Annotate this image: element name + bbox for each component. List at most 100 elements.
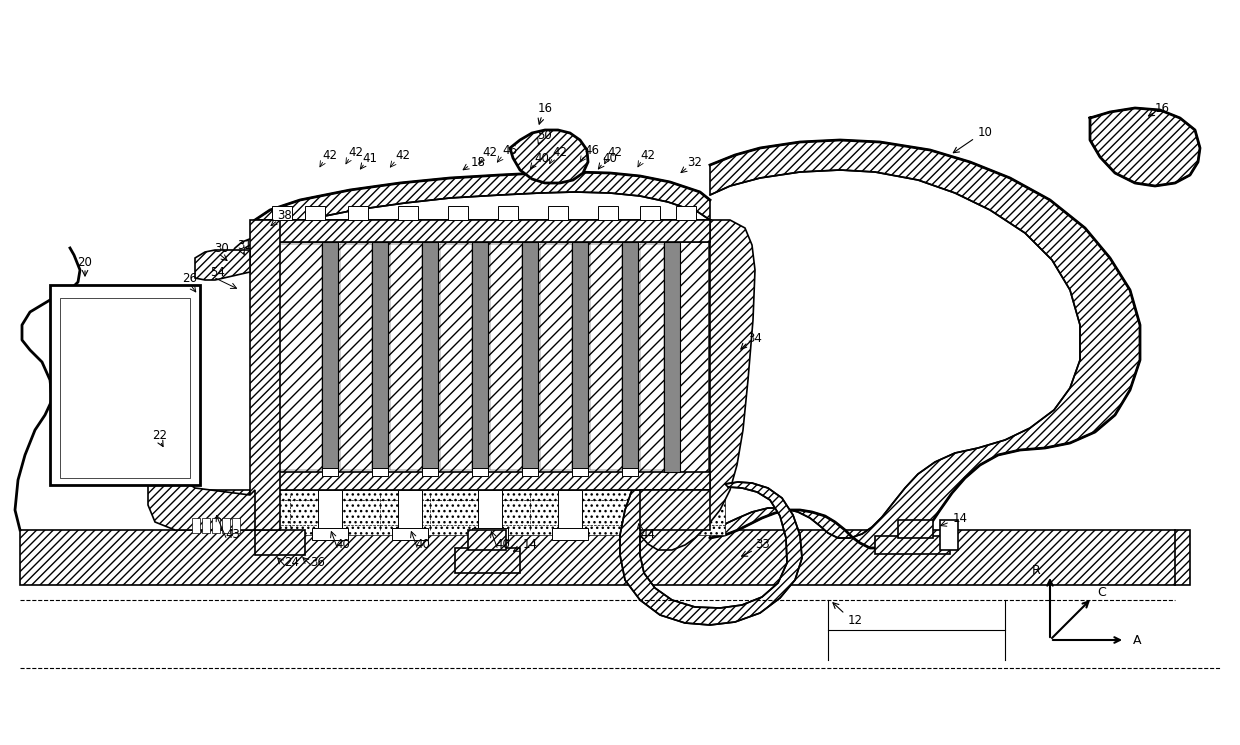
Bar xyxy=(572,242,588,472)
Bar xyxy=(312,528,348,540)
Bar xyxy=(202,518,210,533)
Text: 20: 20 xyxy=(78,256,93,268)
Text: 12: 12 xyxy=(847,613,863,627)
Text: 14: 14 xyxy=(952,512,967,524)
Text: 42: 42 xyxy=(553,145,568,159)
Bar xyxy=(190,490,250,518)
Bar xyxy=(552,528,588,540)
Text: 32: 32 xyxy=(687,156,702,168)
Bar xyxy=(398,206,418,220)
Text: 22: 22 xyxy=(153,428,167,442)
Bar xyxy=(232,518,241,533)
Bar xyxy=(322,242,339,472)
Bar xyxy=(222,518,229,533)
Bar xyxy=(640,244,663,470)
Bar xyxy=(255,530,305,555)
Text: 16: 16 xyxy=(1154,101,1169,115)
Bar xyxy=(257,244,322,470)
Bar xyxy=(875,536,950,554)
Bar xyxy=(472,528,508,540)
Bar xyxy=(558,490,582,535)
Text: 36: 36 xyxy=(310,556,325,568)
Text: R: R xyxy=(1032,563,1040,577)
Bar xyxy=(940,520,959,550)
Polygon shape xyxy=(195,250,250,280)
Text: 42: 42 xyxy=(396,148,410,162)
Polygon shape xyxy=(620,482,802,625)
Bar xyxy=(490,244,522,470)
Text: 40: 40 xyxy=(534,151,549,165)
Bar xyxy=(322,468,339,476)
Bar xyxy=(250,220,280,530)
Polygon shape xyxy=(632,220,755,550)
Bar xyxy=(539,244,572,470)
Bar xyxy=(305,206,325,220)
Text: 38: 38 xyxy=(278,209,293,221)
Text: 10: 10 xyxy=(977,125,992,139)
Bar xyxy=(372,468,388,476)
Text: 43: 43 xyxy=(226,528,241,542)
Text: 26: 26 xyxy=(182,271,197,285)
Text: 40: 40 xyxy=(496,539,511,551)
Text: 46: 46 xyxy=(584,144,599,156)
Bar xyxy=(440,244,472,470)
Polygon shape xyxy=(510,130,588,183)
Bar xyxy=(598,206,618,220)
Text: 40: 40 xyxy=(603,151,618,165)
Bar xyxy=(663,242,680,472)
Text: 44: 44 xyxy=(641,528,656,542)
Bar xyxy=(391,244,422,470)
Bar xyxy=(622,468,639,476)
Text: 42: 42 xyxy=(322,148,337,162)
Bar xyxy=(477,490,502,535)
Bar xyxy=(317,490,342,535)
Bar xyxy=(212,518,219,533)
Text: 14: 14 xyxy=(522,539,537,551)
Text: 30: 30 xyxy=(215,241,229,255)
Bar xyxy=(467,530,506,550)
Text: 18: 18 xyxy=(470,156,485,168)
Text: 42: 42 xyxy=(348,145,363,159)
Bar xyxy=(472,468,489,476)
Text: 31: 31 xyxy=(238,238,253,252)
Bar xyxy=(548,206,568,220)
Bar xyxy=(255,220,711,490)
Bar xyxy=(50,285,200,485)
Bar xyxy=(522,468,538,476)
Text: 50: 50 xyxy=(538,128,552,142)
Text: 41: 41 xyxy=(362,151,377,165)
Text: 16: 16 xyxy=(537,101,553,115)
Bar xyxy=(422,468,438,476)
Polygon shape xyxy=(711,140,1140,548)
Bar xyxy=(572,468,588,476)
Bar xyxy=(372,242,388,472)
Bar xyxy=(272,206,291,220)
Text: 34: 34 xyxy=(748,332,763,344)
Text: 54: 54 xyxy=(211,265,226,279)
Bar xyxy=(255,220,711,242)
Bar xyxy=(498,206,518,220)
Bar xyxy=(255,472,711,490)
Bar xyxy=(622,242,639,472)
Text: 40: 40 xyxy=(336,539,351,551)
Polygon shape xyxy=(148,435,255,530)
Bar xyxy=(640,490,711,530)
Text: A: A xyxy=(1133,633,1141,647)
Bar xyxy=(898,520,932,538)
Text: 33: 33 xyxy=(755,539,770,551)
Text: 42: 42 xyxy=(608,145,622,159)
Bar xyxy=(192,518,200,533)
Bar xyxy=(472,242,489,472)
Bar xyxy=(640,206,660,220)
Bar xyxy=(348,206,368,220)
Text: 42: 42 xyxy=(641,148,656,162)
Bar xyxy=(392,528,428,540)
Bar xyxy=(255,490,725,535)
Bar xyxy=(590,244,622,470)
Bar xyxy=(20,530,1190,585)
Bar xyxy=(422,242,438,472)
Text: 40: 40 xyxy=(415,539,430,551)
Bar xyxy=(455,548,520,573)
Text: C: C xyxy=(1097,586,1106,600)
Text: 24: 24 xyxy=(284,556,300,568)
